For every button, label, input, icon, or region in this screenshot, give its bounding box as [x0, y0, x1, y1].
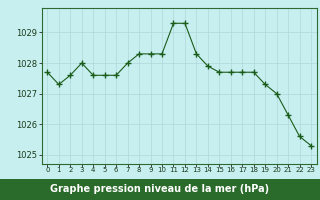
Text: Graphe pression niveau de la mer (hPa): Graphe pression niveau de la mer (hPa) [51, 184, 269, 194]
